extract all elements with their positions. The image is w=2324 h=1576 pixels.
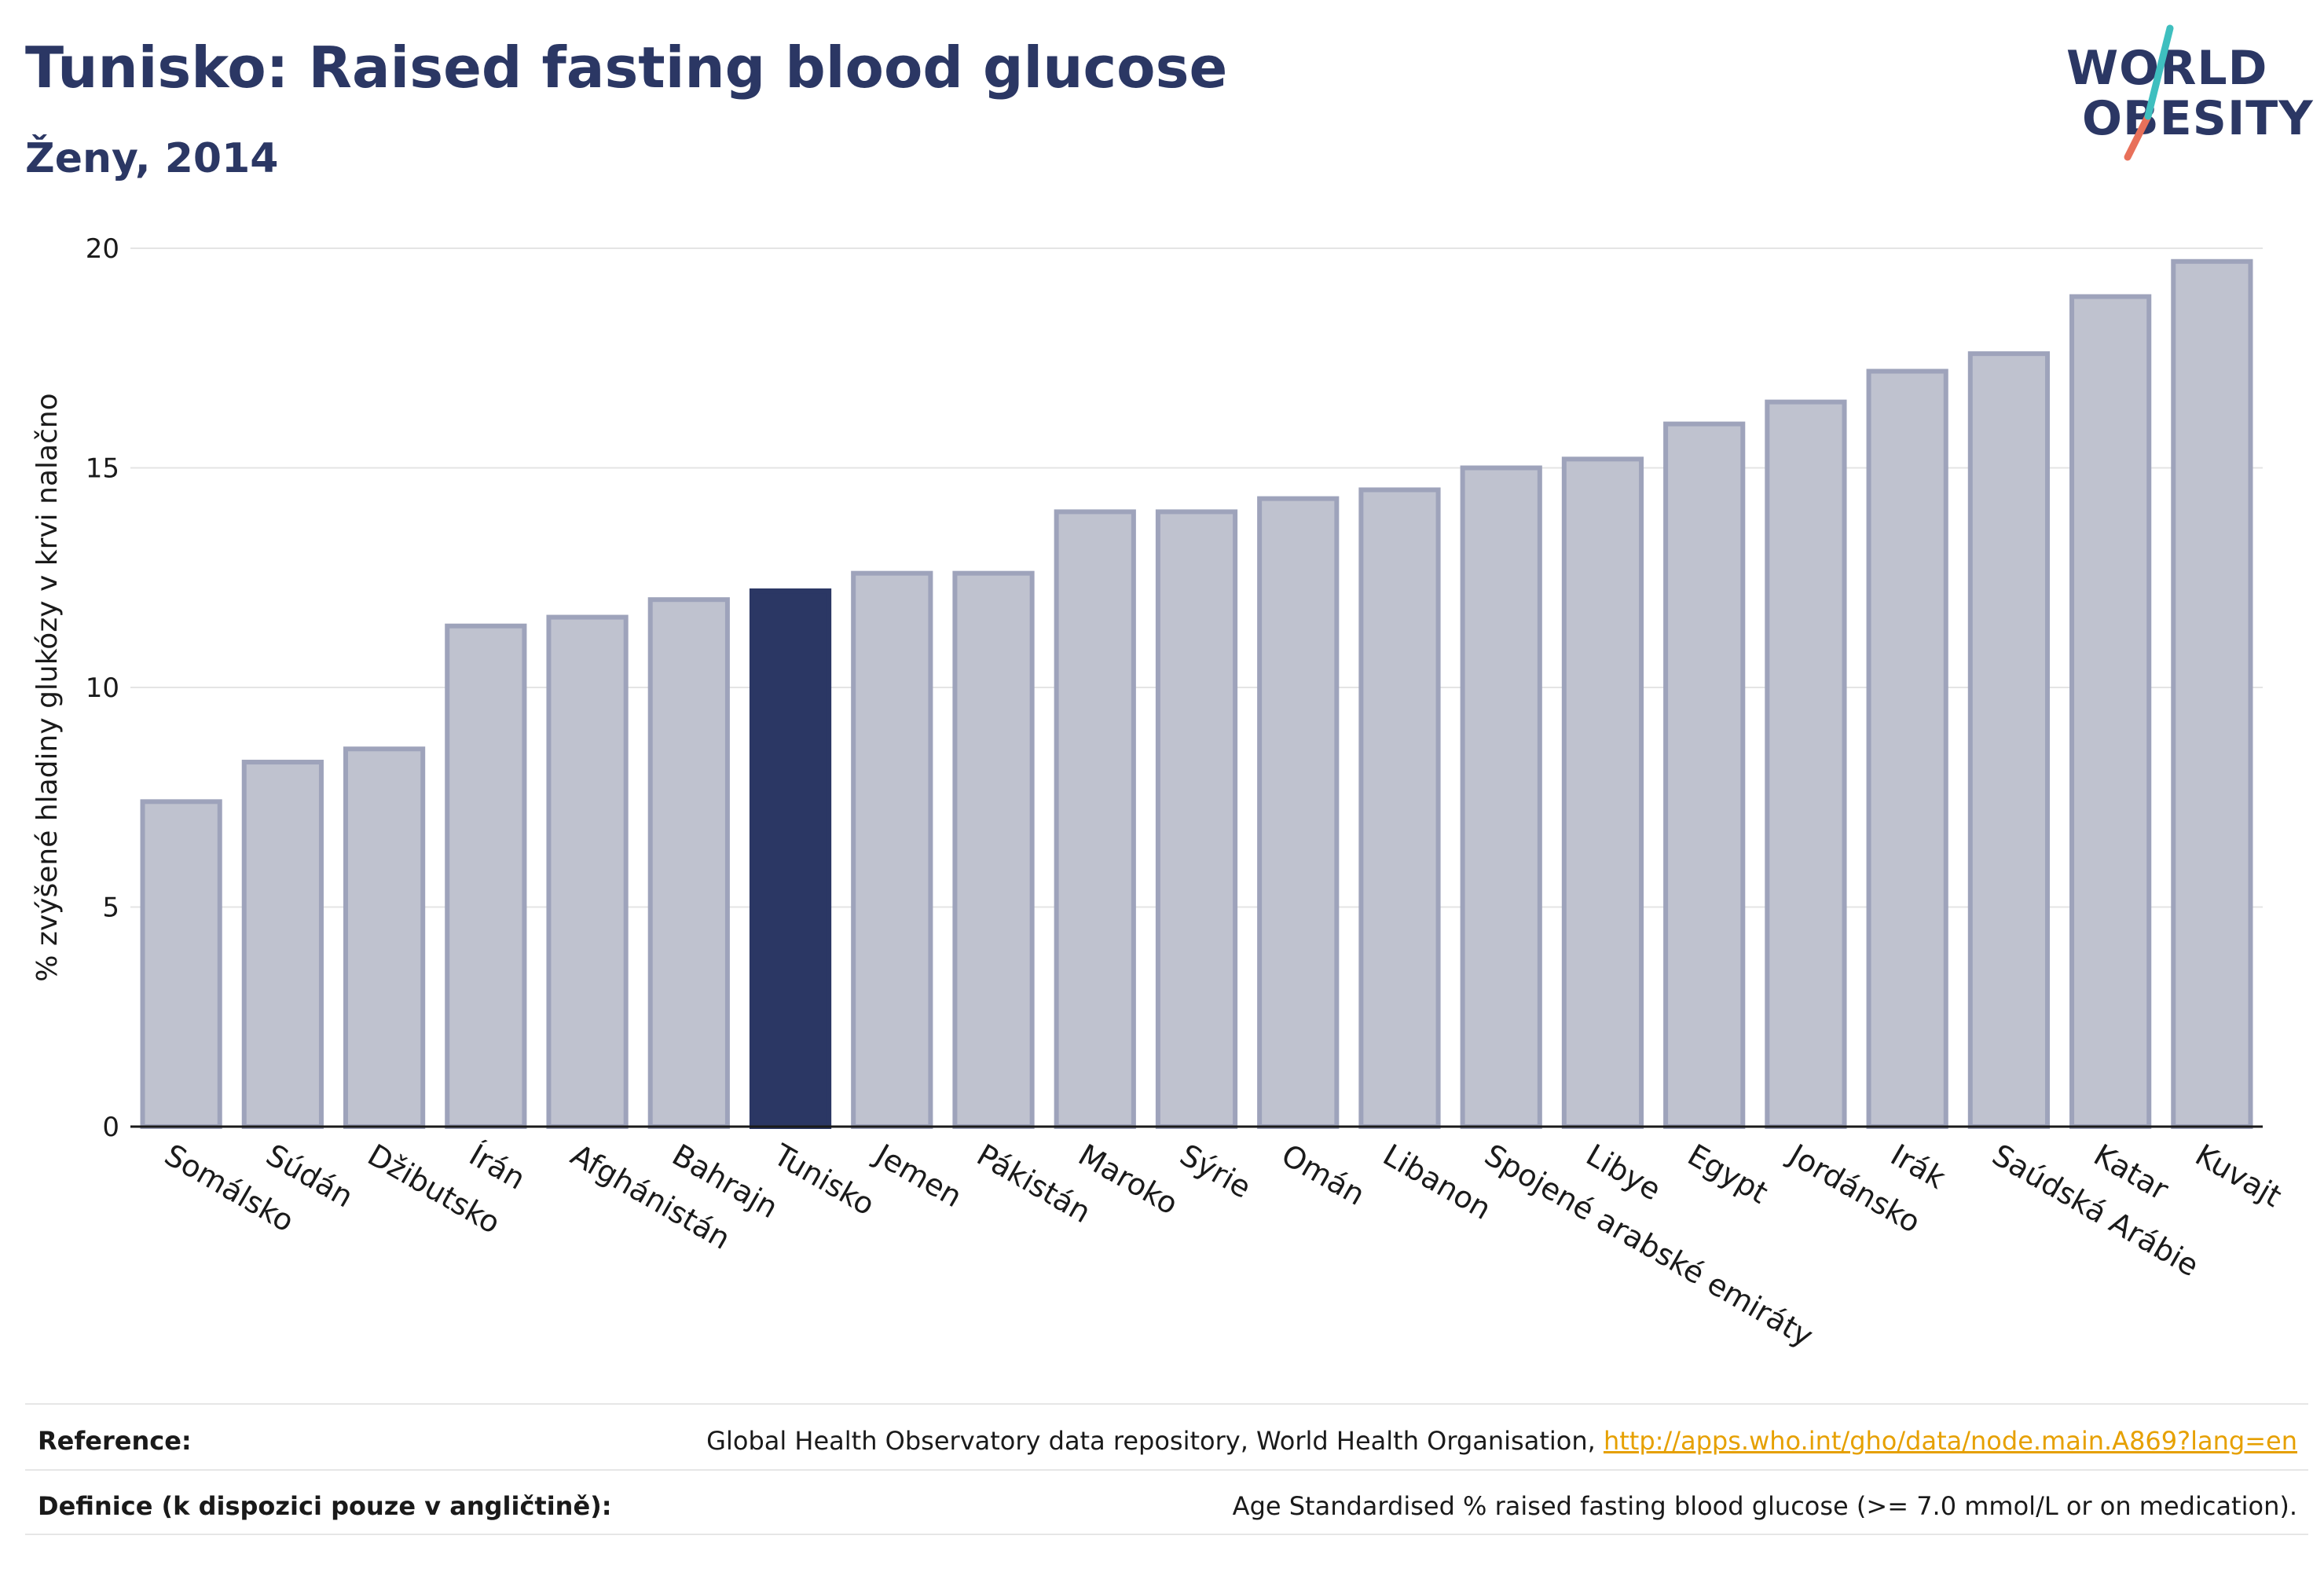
logo-slash-icon bbox=[2124, 24, 2174, 161]
y-tick-label: 15 bbox=[86, 453, 119, 485]
x-tick-label: Sýrie bbox=[1175, 1138, 1257, 1205]
bar-3 bbox=[445, 623, 527, 1129]
world-obesity-logo: WORLD OBESITY bbox=[2043, 24, 2313, 165]
reference-text: Global Health Observatory data repositor… bbox=[706, 1426, 1604, 1456]
bar-15 bbox=[1663, 421, 1746, 1129]
bar-2 bbox=[343, 746, 426, 1129]
x-tick-label: Kuvajt bbox=[2190, 1138, 2287, 1214]
bar-19 bbox=[2069, 294, 2152, 1129]
page-subtitle: Ženy, 2014 bbox=[25, 135, 279, 182]
bar-8 bbox=[952, 570, 1035, 1129]
bar-13 bbox=[1460, 465, 1542, 1129]
bar-18 bbox=[1967, 351, 2051, 1130]
bar-9 bbox=[1054, 509, 1136, 1129]
y-tick-label: 0 bbox=[102, 1112, 119, 1143]
footer-divider bbox=[25, 1469, 2308, 1471]
x-tick-label: Írán bbox=[464, 1138, 531, 1197]
footer-divider bbox=[25, 1403, 2308, 1405]
logo-line-2: OBESITY bbox=[2082, 91, 2314, 146]
bar-1 bbox=[241, 760, 324, 1130]
bar-chart: 0 5 10 15 20 % zvýšené hladiny glukózy v krvi… bbox=[31, 233, 2287, 1354]
x-tick-label: Pákistán bbox=[971, 1138, 1097, 1230]
bar-12 bbox=[1358, 487, 1441, 1129]
bar-7 bbox=[851, 570, 933, 1129]
x-tick-label: Egypt bbox=[1682, 1138, 1774, 1211]
bar-6 bbox=[749, 588, 832, 1129]
bar-16 bbox=[1765, 399, 1847, 1129]
x-tick-label: Tunisko bbox=[768, 1137, 881, 1222]
y-tick-label: 5 bbox=[102, 892, 119, 924]
x-tick-label: Libanon bbox=[1377, 1138, 1497, 1226]
bar-5 bbox=[647, 597, 730, 1129]
reference-link[interactable]: http://apps.who.int/gho/data/node.main.A… bbox=[1603, 1426, 2297, 1456]
page-title: Tunisko: Raised fasting blood glucose bbox=[25, 35, 1228, 101]
y-tick-label: 10 bbox=[86, 673, 119, 704]
bar-10 bbox=[1155, 509, 1238, 1129]
x-tick-label: Jemen bbox=[868, 1137, 968, 1215]
bar-14 bbox=[1561, 456, 1644, 1129]
bar-17 bbox=[1866, 368, 1948, 1129]
y-tick-label: 20 bbox=[86, 233, 119, 265]
x-tick-label: Irák bbox=[1885, 1138, 1951, 1196]
y-axis-title: % zvýšené hladiny glukózy v krvi nalačno bbox=[31, 393, 64, 981]
reference-value: Global Health Observatory data repositor… bbox=[706, 1426, 2297, 1456]
footer-divider bbox=[25, 1534, 2308, 1535]
bar-0 bbox=[140, 799, 222, 1130]
bar-11 bbox=[1257, 496, 1340, 1129]
x-tick-label: Omán bbox=[1276, 1138, 1371, 1212]
definition-value: Age Standardised % raised fasting blood … bbox=[1232, 1491, 2297, 1521]
reference-label: Reference: bbox=[38, 1426, 192, 1456]
bar-20 bbox=[2171, 258, 2253, 1129]
definition-label: Definice (k dispozici pouze v angličtině… bbox=[38, 1491, 612, 1521]
bar-4 bbox=[546, 614, 629, 1129]
